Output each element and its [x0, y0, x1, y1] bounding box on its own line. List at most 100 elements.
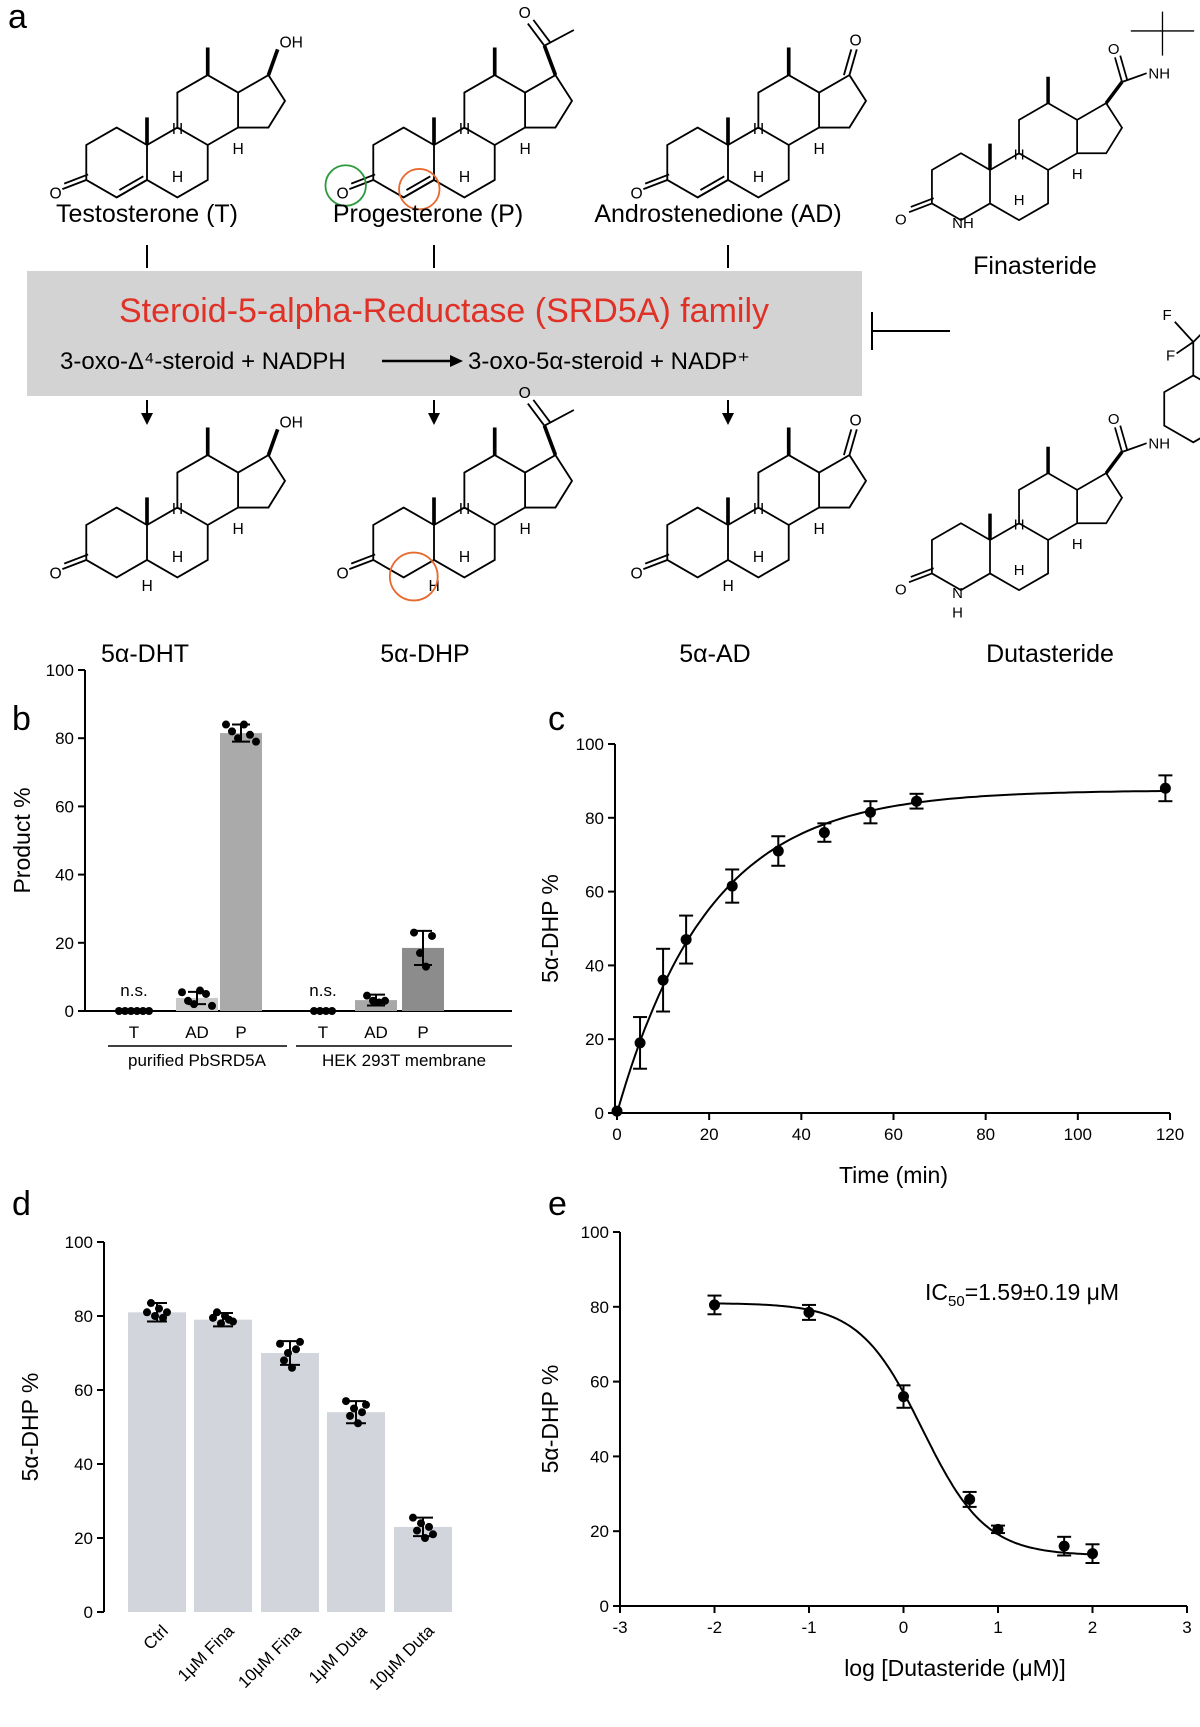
- y-tick-label: 100: [576, 735, 604, 754]
- x-tick-label: -3: [612, 1618, 627, 1637]
- y-tick-label: 60: [585, 883, 604, 902]
- panel-label-a: a: [8, 0, 27, 36]
- data-point: [911, 795, 923, 807]
- x-tick-label: P: [235, 1023, 246, 1042]
- x-tick-label: -1: [801, 1618, 816, 1637]
- group-label: HEK 293T membrane: [322, 1051, 486, 1070]
- data-point: [222, 720, 230, 729]
- androstenedione-structure: O O H H H: [630, 33, 868, 202]
- svg-text:H: H: [141, 578, 152, 595]
- chart-b: 0 20 40 60 80 100 Product % T AD P T AD Pn.s. n.s. pur…: [9, 661, 512, 1070]
- x-tick-label: 120: [1156, 1125, 1184, 1144]
- data-point: [133, 1007, 141, 1015]
- data-point: [1087, 1548, 1098, 1560]
- x-tick-label: 0: [612, 1125, 621, 1144]
- y-tick-label: 40: [55, 866, 74, 885]
- pathway-arrowheads: [141, 413, 734, 425]
- y-tick-label: 20: [74, 1529, 93, 1548]
- data-point: [362, 1400, 370, 1409]
- data-point: [425, 1522, 433, 1531]
- x-tick-label: 40: [792, 1125, 811, 1144]
- data-point: [229, 1317, 237, 1326]
- progesterone-structure: O O H H H: [324, 5, 575, 211]
- svg-text:O: O: [49, 565, 61, 582]
- data-point: [184, 996, 192, 1005]
- svg-text:O: O: [895, 212, 907, 229]
- data-point: [964, 1493, 976, 1505]
- svg-text:O: O: [336, 185, 348, 202]
- svg-text:H: H: [172, 169, 183, 186]
- y-tick-label: 60: [74, 1381, 93, 1400]
- svg-text:H: H: [172, 549, 183, 566]
- data-point: [413, 1526, 421, 1535]
- svg-text:H: H: [753, 169, 764, 186]
- svg-text:H: H: [1014, 516, 1025, 533]
- data-point: [328, 1007, 336, 1015]
- product-label: 5α-DHT: [101, 640, 189, 668]
- y-tick-label: 20: [55, 934, 74, 953]
- pathway-connectors: [146, 245, 729, 415]
- svg-text:O: O: [1108, 411, 1120, 428]
- y-tick-label: 20: [590, 1522, 609, 1541]
- svg-text:H: H: [814, 521, 825, 538]
- x-tick-label: T: [129, 1023, 139, 1042]
- x-tick-label: 10μM Duta: [365, 1621, 438, 1694]
- svg-text:H: H: [459, 121, 470, 138]
- svg-text:H: H: [520, 521, 531, 538]
- data-point: [178, 988, 186, 997]
- reaction-box: [27, 271, 862, 396]
- data-point: [252, 737, 260, 746]
- y-tick-label: 100: [581, 1223, 609, 1242]
- y-axis-title: 5α-DHP %: [537, 874, 563, 983]
- dht-structure: OH O H H H H: [49, 414, 302, 595]
- svg-text:H: H: [1072, 166, 1083, 183]
- chart-c: 0 20 40 60 80 100 5α-DHP % 0 20 40 60 80 100 120 Time …: [537, 735, 1184, 1188]
- testosterone-structure: OH O H H H: [49, 34, 302, 202]
- data-point: [143, 1308, 151, 1317]
- x-tick-label: 80: [976, 1125, 995, 1144]
- panel-label-d: d: [12, 1185, 31, 1223]
- svg-text:O: O: [519, 385, 531, 402]
- svg-text:F: F: [1162, 307, 1171, 324]
- y-axis-title: 5α-DHP %: [17, 1373, 43, 1482]
- bar: [128, 1312, 186, 1612]
- x-tick-label: -2: [707, 1618, 722, 1637]
- data-point: [428, 931, 436, 940]
- svg-text:H: H: [172, 121, 183, 138]
- data-point: [139, 1007, 147, 1015]
- annotation: n.s.: [309, 981, 336, 1000]
- svg-text:O: O: [49, 185, 61, 202]
- svg-text:H: H: [952, 604, 963, 621]
- data-point: [772, 845, 784, 857]
- group-label: purified PbSRD5A: [128, 1051, 267, 1070]
- y-tick-label: 0: [595, 1104, 604, 1123]
- annotation: IC50=1.59±0.19 μM: [925, 1279, 1119, 1310]
- x-tick-label: 100: [1064, 1125, 1092, 1144]
- data-point: [145, 1007, 153, 1015]
- y-tick-label: 80: [74, 1307, 93, 1326]
- data-point: [1058, 1540, 1070, 1552]
- data-point: [381, 996, 389, 1005]
- data-point: [121, 1007, 129, 1015]
- inhibitor-label: Dutasteride: [986, 640, 1114, 668]
- data-point: [803, 1306, 815, 1318]
- data-point: [726, 880, 738, 892]
- panel-label-c: c: [548, 700, 565, 738]
- y-tick-label: 80: [55, 729, 74, 748]
- data-point: [280, 1356, 288, 1365]
- svg-text:OH: OH: [279, 414, 302, 431]
- x-tick-label: Ctrl: [140, 1621, 172, 1653]
- chart-e: 0 20 40 60 80 100 5α-DHP % -3 -2 -1 0 1 2 3 log [Dutas…: [537, 1223, 1192, 1681]
- dhp-structure: O O H H H H: [336, 385, 575, 602]
- data-point: [127, 1007, 135, 1015]
- data-point: [680, 934, 692, 946]
- substrate-label: Testosterone (T): [56, 200, 238, 228]
- substrate-label: Progesterone (P): [333, 200, 523, 228]
- data-point: [292, 1345, 300, 1354]
- svg-text:O: O: [1108, 41, 1120, 58]
- data-point: [115, 1007, 123, 1015]
- y-tick-label: 60: [590, 1373, 609, 1392]
- x-tick-label: 1μM Duta: [305, 1621, 371, 1687]
- data-point: [898, 1391, 909, 1403]
